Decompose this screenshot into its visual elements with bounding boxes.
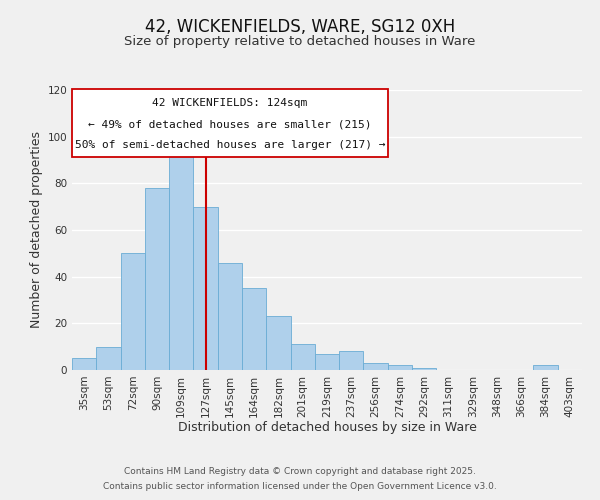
Bar [96,346,121,370]
Bar [388,366,412,370]
Bar [193,206,218,370]
Bar [364,363,388,370]
Bar [315,354,339,370]
Bar [72,358,96,370]
Text: 42, WICKENFIELDS, WARE, SG12 0XH: 42, WICKENFIELDS, WARE, SG12 0XH [145,18,455,36]
Bar [218,262,242,370]
Bar [412,368,436,370]
Text: 42 WICKENFIELDS: 124sqm: 42 WICKENFIELDS: 124sqm [152,98,308,108]
Text: Contains HM Land Registry data © Crown copyright and database right 2025.: Contains HM Land Registry data © Crown c… [124,467,476,476]
Bar [169,153,193,370]
X-axis label: Distribution of detached houses by size in Ware: Distribution of detached houses by size … [178,421,476,434]
Y-axis label: Number of detached properties: Number of detached properties [30,132,43,328]
Text: ← 49% of detached houses are smaller (215): ← 49% of detached houses are smaller (21… [88,120,372,130]
FancyBboxPatch shape [72,88,388,157]
Text: 50% of semi-detached houses are larger (217) →: 50% of semi-detached houses are larger (… [75,140,385,150]
Bar [533,366,558,370]
Bar [290,344,315,370]
Bar [266,316,290,370]
Bar [339,352,364,370]
Bar [121,254,145,370]
Bar [145,188,169,370]
Text: Contains public sector information licensed under the Open Government Licence v3: Contains public sector information licen… [103,482,497,491]
Text: Size of property relative to detached houses in Ware: Size of property relative to detached ho… [124,35,476,48]
Bar [242,288,266,370]
